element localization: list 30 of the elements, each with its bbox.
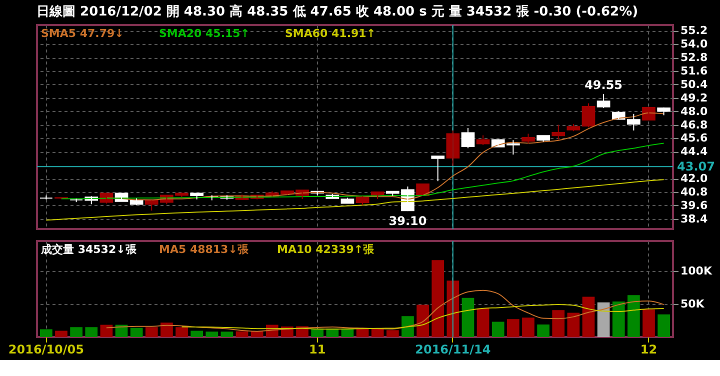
y-tick-label: 52.8 bbox=[680, 51, 708, 64]
x-tick-label: 2016/11/14 bbox=[415, 342, 491, 356]
y-tick-label: 49.2 bbox=[680, 91, 708, 104]
x-tick-label: 2016/10/05 bbox=[8, 342, 84, 356]
text: MA10 42339↑張 bbox=[277, 243, 376, 256]
y-tick-label: 100K bbox=[680, 264, 712, 278]
text: SMA60 41.91↑ bbox=[285, 27, 376, 40]
annotation: 成交量 34532↓張 bbox=[40, 243, 138, 256]
y-tick-label: 39.6 bbox=[680, 198, 708, 212]
y-tick-label: 54.0 bbox=[680, 38, 708, 51]
y-tick-label: 40.8 bbox=[680, 186, 708, 199]
y-tick-label: 50K bbox=[680, 298, 705, 311]
y-tick-label: 55.2 bbox=[680, 24, 708, 38]
y-tick-label: 42.0 bbox=[680, 172, 708, 186]
text: SMA20 45.15↑ bbox=[159, 27, 250, 40]
y-tick-label: 51.6 bbox=[680, 64, 708, 78]
y-tick-label: 46.8 bbox=[680, 118, 708, 132]
annotation: 39.10 bbox=[388, 214, 427, 228]
y-tick-label: 38.4 bbox=[680, 212, 708, 226]
x-tick-label: 11 bbox=[308, 342, 326, 356]
x-tick-label: 12 bbox=[640, 342, 658, 356]
y-tick-label: 44.4 bbox=[680, 145, 708, 158]
chart-title: 日線圖 2016/12/02 開 48.30 高 48.35 低 47.65 收 48.00 s 元 量 34532 張 -0.30 (-0.62%) bbox=[36, 4, 638, 20]
text: MA5 48813↓張 bbox=[159, 243, 250, 256]
y-tick-label: 50.4 bbox=[680, 78, 708, 91]
annotation: 49.55 bbox=[584, 78, 623, 92]
ref-line-label: 43.07 bbox=[677, 160, 715, 174]
text: SMA5 47.79↓ bbox=[41, 27, 124, 40]
y-tick-label: 45.6 bbox=[680, 132, 708, 145]
y-tick-label: 48.0 bbox=[680, 104, 708, 118]
